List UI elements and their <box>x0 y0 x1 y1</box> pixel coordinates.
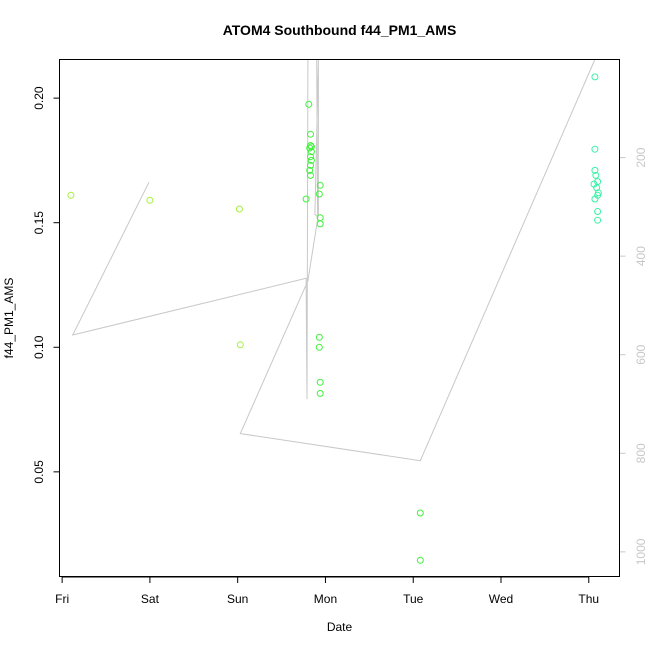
data-point <box>592 171 600 179</box>
y2-tick-label: 400 <box>634 246 648 266</box>
data-points-layer <box>67 73 602 564</box>
data-point <box>594 216 602 224</box>
data-point <box>305 100 313 108</box>
data-point <box>591 195 599 203</box>
data-point <box>235 205 243 213</box>
y-tick-label: 0.05 <box>32 460 46 484</box>
data-point <box>591 166 599 174</box>
plot-frame <box>59 59 620 577</box>
data-point <box>236 341 244 349</box>
y-tick-label: 0.20 <box>32 86 46 110</box>
data-point <box>316 220 324 228</box>
data-point <box>593 184 601 192</box>
x-tick-label: Fri <box>55 592 69 606</box>
x-tick-label: Sun <box>227 592 248 606</box>
data-point <box>591 145 599 153</box>
data-point <box>67 191 75 199</box>
x-tick-label: Tue <box>403 592 424 606</box>
x-tick-label: Mon <box>314 592 337 606</box>
x-tick-label: Wed <box>489 592 513 606</box>
data-point <box>316 389 324 397</box>
y2-tick-label: 200 <box>634 147 648 167</box>
data-point <box>146 196 154 204</box>
x-tick-label: Sat <box>141 592 160 606</box>
chart-title: ATOM4 Southbound f44_PM1_AMS <box>223 22 457 38</box>
y2-tick-label: 600 <box>634 344 648 364</box>
y2-tick-label: 1000 <box>634 538 648 565</box>
data-point <box>307 171 314 179</box>
data-point <box>307 143 315 151</box>
data-point <box>594 208 602 215</box>
data-point <box>591 73 599 81</box>
data-point <box>307 153 314 161</box>
x-axis-label: Date <box>327 620 353 634</box>
y2-tick-label: 800 <box>634 443 648 463</box>
data-point <box>316 378 324 386</box>
data-point <box>307 148 315 156</box>
y-tick-label: 0.15 <box>32 211 46 235</box>
y-tick-label: 0.10 <box>32 335 46 359</box>
data-point <box>307 130 314 138</box>
data-point <box>315 333 323 341</box>
pressure-line-layer <box>71 59 596 462</box>
data-point <box>306 144 314 152</box>
data-point <box>315 190 323 198</box>
data-point <box>315 343 323 351</box>
data-point <box>307 161 314 169</box>
data-point <box>302 195 310 203</box>
data-point <box>306 166 314 174</box>
pressure-line <box>71 59 596 462</box>
data-point <box>416 556 424 564</box>
data-point <box>316 181 324 189</box>
data-point <box>416 509 424 517</box>
y-axis-label: f44_PM1_AMS <box>2 278 16 359</box>
x-tick-label: Thu <box>578 592 599 606</box>
data-point <box>307 156 315 164</box>
